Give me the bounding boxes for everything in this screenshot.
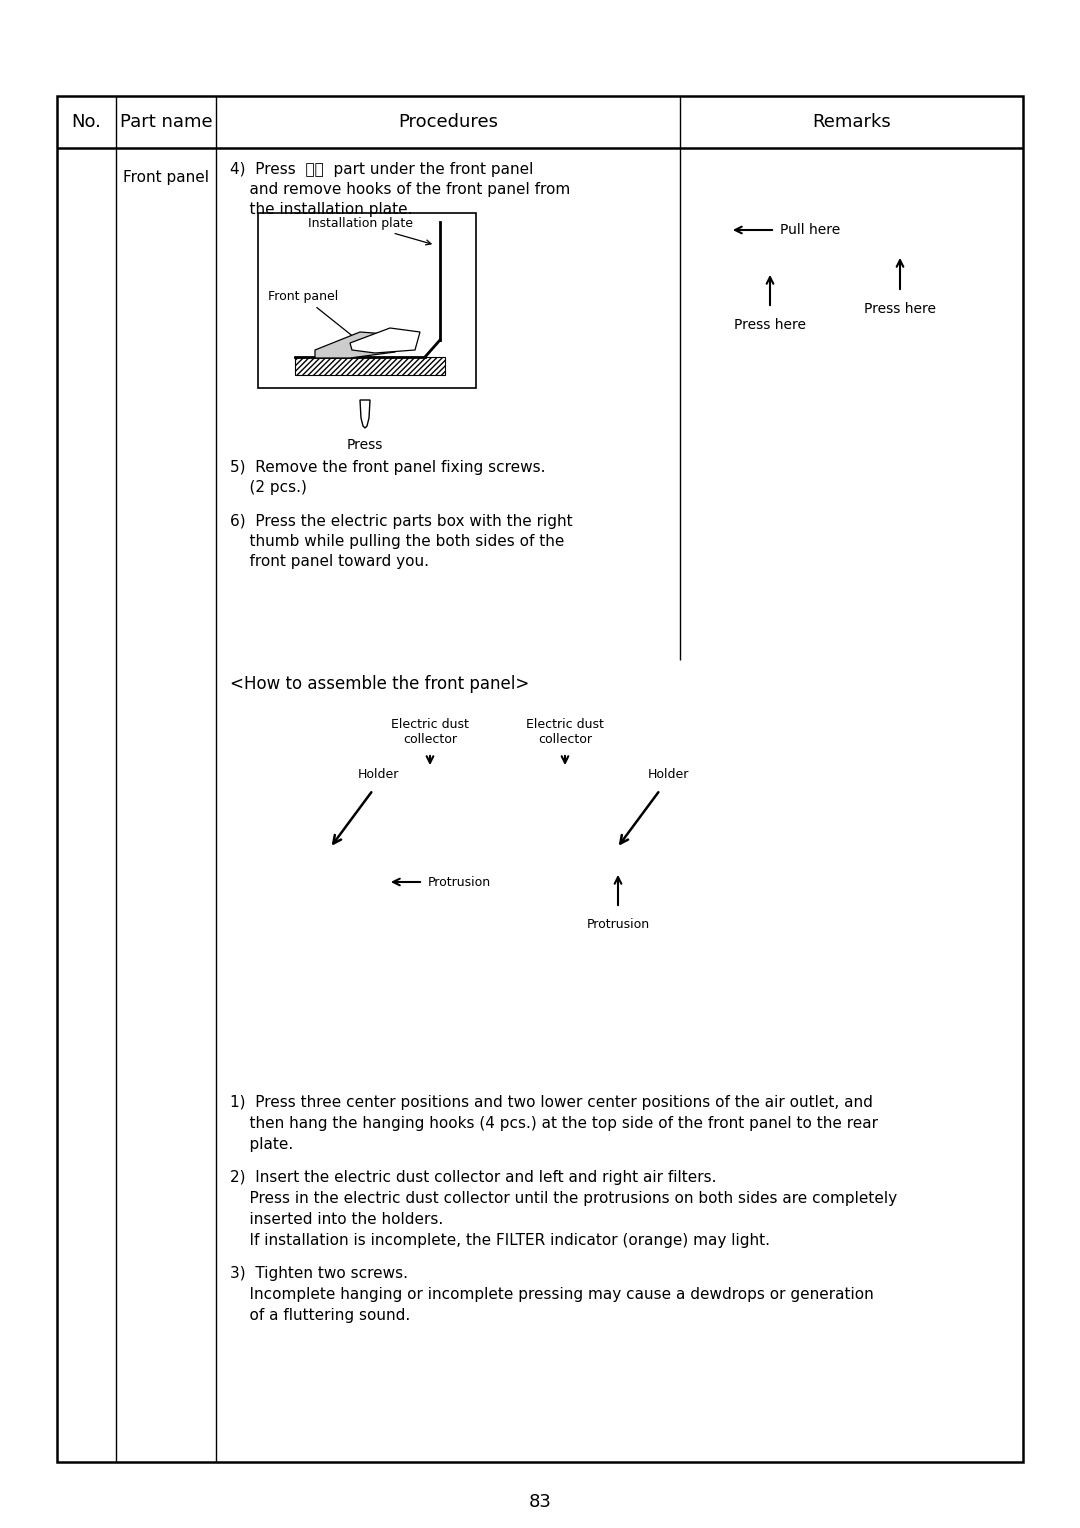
- Bar: [295, 358, 445, 374]
- Text: Protrusion: Protrusion: [428, 876, 491, 888]
- Text: Press here: Press here: [734, 318, 806, 332]
- Text: Front panel: Front panel: [268, 290, 356, 339]
- Polygon shape: [360, 400, 370, 428]
- Text: Pull here: Pull here: [780, 223, 840, 237]
- Text: If installation is incomplete, the FILTER indicator (orange) may light.: If installation is incomplete, the FILTE…: [230, 1233, 770, 1248]
- Text: Procedures: Procedures: [399, 113, 498, 131]
- Text: Holder: Holder: [357, 769, 400, 781]
- Text: 5)  Remove the front panel fixing screws.: 5) Remove the front panel fixing screws.: [230, 460, 545, 475]
- Polygon shape: [315, 332, 400, 358]
- Text: front panel toward you.: front panel toward you.: [230, 555, 429, 568]
- Text: 2)  Insert the electric dust collector and left and right air filters.: 2) Insert the electric dust collector an…: [230, 1170, 716, 1186]
- Text: Incomplete hanging or incomplete pressing may cause a dewdrops or generation: Incomplete hanging or incomplete pressin…: [230, 1287, 874, 1302]
- Text: and remove hooks of the front panel from: and remove hooks of the front panel from: [230, 182, 570, 197]
- Text: Remarks: Remarks: [812, 113, 891, 131]
- Text: <How to assemble the front panel>: <How to assemble the front panel>: [230, 675, 529, 694]
- Text: 3)  Tighten two screws.: 3) Tighten two screws.: [230, 1267, 408, 1280]
- Text: Electric dust
collector: Electric dust collector: [526, 718, 604, 746]
- Text: then hang the hanging hooks (4 pcs.) at the top side of the front panel to the r: then hang the hanging hooks (4 pcs.) at …: [230, 1115, 878, 1131]
- Text: No.: No.: [71, 113, 102, 131]
- Text: Front panel: Front panel: [123, 170, 210, 185]
- Text: 1)  Press three center positions and two lower center positions of the air outle: 1) Press three center positions and two …: [230, 1096, 873, 1109]
- Text: Protrusion: Protrusion: [586, 918, 649, 931]
- Text: 83: 83: [528, 1493, 552, 1511]
- Text: thumb while pulling the both sides of the: thumb while pulling the both sides of th…: [230, 533, 565, 549]
- Text: (2 pcs.): (2 pcs.): [230, 480, 307, 495]
- Text: 4)  Press  押す  part under the front panel: 4) Press 押す part under the front panel: [230, 162, 534, 177]
- Text: of a fluttering sound.: of a fluttering sound.: [230, 1308, 410, 1323]
- Text: 6)  Press the electric parts box with the right: 6) Press the electric parts box with the…: [230, 513, 572, 529]
- Text: Holder: Holder: [648, 769, 689, 781]
- Text: Part name: Part name: [120, 113, 213, 131]
- Bar: [57, 96, 1023, 1462]
- Text: Press: Press: [347, 439, 383, 452]
- Bar: [258, 212, 476, 388]
- Text: Electric dust
collector: Electric dust collector: [391, 718, 469, 746]
- Text: Installation plate: Installation plate: [308, 217, 431, 244]
- Text: inserted into the holders.: inserted into the holders.: [230, 1212, 443, 1227]
- Text: Press in the electric dust collector until the protrusions on both sides are com: Press in the electric dust collector unt…: [230, 1190, 897, 1206]
- Text: Press here: Press here: [864, 303, 936, 316]
- Text: plate.: plate.: [230, 1137, 294, 1152]
- Polygon shape: [350, 329, 420, 353]
- Text: the installation plate.: the installation plate.: [230, 202, 413, 217]
